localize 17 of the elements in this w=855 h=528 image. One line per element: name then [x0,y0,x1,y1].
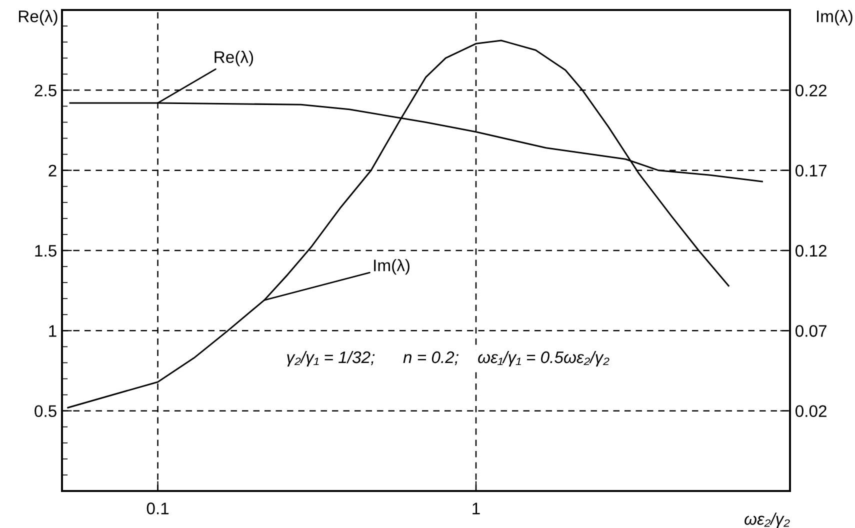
y-tick-label: 2.5 [34,84,56,96]
y2-tick-label: 0.17 [796,164,826,177]
y2-tick-label: 0.12 [796,244,826,257]
y-tick-label: 2 [48,164,56,176]
y2-tick-label: 0.22 [796,84,826,96]
x-axis-title: ωε₂/γ₂ [744,512,790,528]
y-tick-label: 0.5 [34,405,56,418]
y2-axis-title: Im(λ) [817,10,852,26]
y-tick-label: 1.5 [35,245,56,257]
annotation: Re(λ) [214,50,254,66]
x-tick-label: 0.1 [146,502,169,514]
y2-tick-label: 0.07 [796,325,826,337]
y2-tick-label: 0.02 [796,405,826,418]
y-axis-title: Re(λ) [18,10,58,26]
annotation: Im(λ) [374,259,410,275]
y-tick-label: 1 [49,325,56,337]
annotation: γ₂/γ₁ = 1/32; n = 0.2; ωε₁/γ₁ = 0.5ωε₂/γ₂ [287,350,610,366]
